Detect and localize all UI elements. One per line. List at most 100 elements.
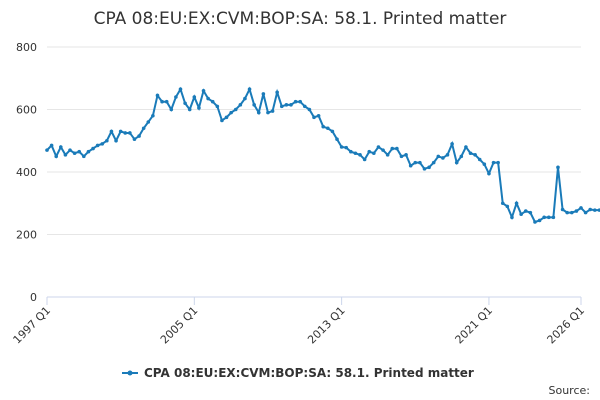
- data-point: [137, 134, 141, 138]
- data-point: [321, 124, 326, 129]
- data-point: [335, 137, 339, 141]
- data-point: [155, 93, 160, 98]
- data-point: [367, 149, 372, 154]
- data-point: [593, 208, 597, 212]
- data-point: [413, 160, 418, 165]
- data-point: [560, 207, 565, 212]
- data-point: [427, 165, 431, 170]
- data-point: [542, 215, 546, 220]
- data-point: [279, 104, 284, 109]
- data-point: [114, 138, 118, 143]
- data-point: [487, 171, 491, 176]
- data-point: [109, 129, 114, 134]
- data-point: [358, 153, 362, 157]
- data-point: [215, 104, 220, 109]
- data-point: [436, 154, 441, 159]
- data-point: [100, 142, 105, 146]
- data-point: [123, 131, 128, 135]
- data-point: [252, 103, 256, 107]
- data-point: [514, 201, 519, 206]
- data-point: [588, 207, 593, 212]
- chart-title: CPA 08:EU:EX:CVM:BOP:SA: 58.1. Printed m…: [94, 9, 507, 29]
- data-point: [270, 109, 275, 113]
- data-point: [72, 151, 77, 156]
- data-point: [256, 110, 261, 115]
- data-point: [482, 162, 487, 166]
- data-point: [381, 148, 385, 152]
- data-point: [201, 88, 206, 93]
- data-point: [510, 215, 514, 220]
- data-point: [473, 153, 477, 157]
- data-point: [528, 210, 533, 215]
- data-point: [468, 151, 473, 156]
- y-tick-label: 0: [30, 291, 37, 304]
- data-point: [68, 148, 72, 152]
- data-point: [233, 107, 238, 112]
- data-point: [183, 101, 187, 106]
- data-point: [187, 107, 192, 112]
- data-point: [192, 95, 197, 99]
- data-point: [261, 92, 266, 96]
- data-point: [353, 151, 358, 156]
- data-point: [408, 163, 413, 168]
- y-tick-label: 400: [16, 166, 37, 179]
- data-point: [546, 215, 551, 220]
- data-point: [312, 115, 316, 120]
- data-point: [500, 201, 505, 206]
- data-point: [445, 153, 450, 157]
- data-point: [326, 126, 330, 131]
- data-point: [477, 157, 482, 162]
- data-point: [537, 218, 542, 223]
- data-point: [220, 118, 224, 123]
- data-point: [95, 143, 100, 148]
- legend-marker: [127, 370, 133, 376]
- x-tick-label: 2026 Q1: [545, 304, 588, 347]
- data-point: [132, 137, 137, 141]
- data-point: [597, 208, 600, 212]
- x-tick-label: 2005 Q1: [158, 304, 201, 347]
- data-point: [395, 146, 399, 151]
- data-point: [86, 149, 91, 154]
- data-point: [77, 149, 82, 154]
- data-point: [418, 160, 422, 165]
- x-tick-label: 2021 Q1: [453, 304, 496, 347]
- data-point: [284, 103, 289, 107]
- data-point: [54, 154, 59, 159]
- y-tick-label: 800: [16, 41, 37, 54]
- data-point: [289, 103, 293, 107]
- data-point: [302, 104, 307, 109]
- data-point: [376, 145, 381, 149]
- data-point: [298, 99, 302, 104]
- data-point: [238, 103, 243, 107]
- data-point: [82, 154, 86, 159]
- data-point: [505, 204, 510, 209]
- data-point: [565, 210, 569, 215]
- data-point: [556, 165, 560, 170]
- data-point: [118, 129, 123, 134]
- data-point: [169, 107, 174, 112]
- data-point: [362, 157, 367, 162]
- data-point: [459, 154, 464, 159]
- data-point: [266, 110, 270, 115]
- data-point: [551, 215, 556, 220]
- data-point: [275, 90, 279, 95]
- data-point: [316, 113, 321, 118]
- data-point: [569, 210, 574, 215]
- data-point: [579, 206, 583, 210]
- data-point: [533, 220, 537, 224]
- data-point: [344, 145, 349, 150]
- data-point: [574, 209, 579, 213]
- data-point: [454, 160, 459, 165]
- data-point: [178, 87, 183, 91]
- x-tick-label: 2013 Q1: [305, 304, 348, 347]
- data-point: [206, 96, 210, 101]
- data-point: [307, 107, 312, 112]
- data-point: [160, 99, 164, 104]
- data-point: [45, 148, 49, 152]
- data-point: [422, 167, 427, 171]
- legend-label: CPA 08:EU:EX:CVM:BOP:SA: 58.1. Printed m…: [144, 366, 474, 380]
- data-point: [431, 160, 436, 165]
- data-point: [141, 126, 146, 131]
- data-point: [224, 115, 229, 120]
- data-point: [63, 153, 68, 157]
